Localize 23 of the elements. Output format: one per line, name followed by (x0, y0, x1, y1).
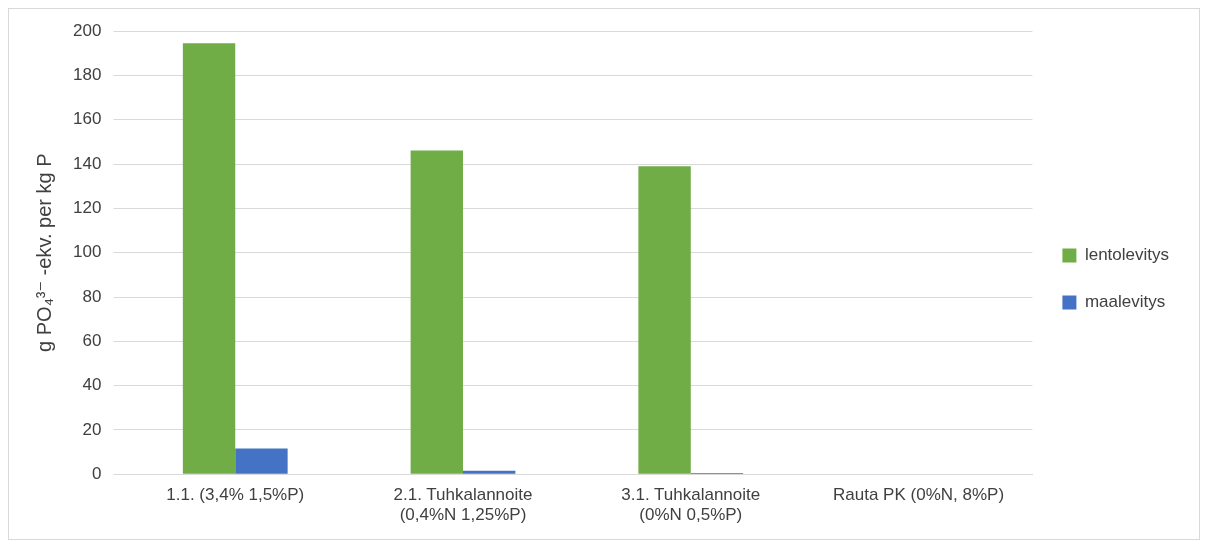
y-tick-label: 0 (91, 463, 102, 483)
y-tick-label: 20 (82, 419, 102, 439)
x-tick-label: 2.1. Tuhkalannoite (0,4%N 1,25%P) (393, 485, 533, 525)
bar (182, 43, 236, 474)
bar (463, 470, 516, 474)
y-tick-label: 100 (72, 242, 102, 262)
y-tick-label: 60 (82, 330, 102, 350)
bar (638, 166, 691, 474)
y-tick-label: 200 (72, 20, 102, 40)
bar (235, 448, 288, 474)
x-tick-label: 1.1. (3,4% 1,5%P) (166, 485, 305, 505)
legend-label: maalevitys (1084, 292, 1166, 312)
y-tick-label: 140 (72, 153, 102, 173)
y-tick-label: 120 (72, 198, 102, 218)
bar (410, 150, 463, 474)
legend-label: lentolevitys (1084, 245, 1170, 265)
y-tick-label: 40 (82, 375, 102, 395)
y-tick-label: 160 (72, 109, 102, 129)
x-tick-label: Rauta PK (0%N, 8%P) (833, 485, 1005, 505)
x-tick-label: 3.1. Tuhkalannoite (0%N 0,5%P) (621, 485, 761, 525)
y-tick-label: 180 (72, 65, 102, 85)
y-axis-title: g PO₄³⁻ -ekv. per kg P (32, 153, 55, 352)
y-tick-label: 80 (82, 286, 102, 306)
